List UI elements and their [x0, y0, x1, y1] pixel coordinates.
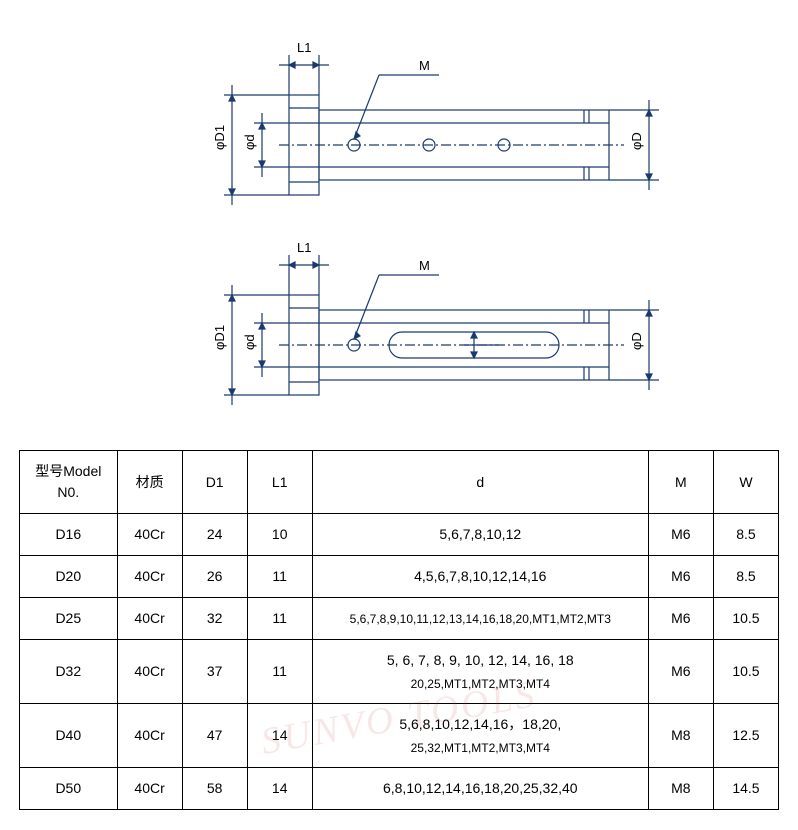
diagram-area: L1 M φD1 φd φD L1 M φD1 φd φD [0, 0, 798, 430]
page: L1 M φD1 φd φD L1 M φD1 φd φD 型号Model N0… [0, 0, 798, 810]
cell-L1: 11 [247, 556, 312, 598]
cell-model: D32 [20, 640, 118, 704]
cell-d: 4,5,6,7,8,10,12,14,16 [312, 556, 648, 598]
cell-L1: 10 [247, 514, 312, 556]
spec-table: 型号Model N0. 材质 D1 L1 d M W D1640Cr24105,… [19, 450, 779, 810]
cell-M: M6 [648, 640, 713, 704]
cell-mat: 40Cr [117, 514, 182, 556]
cell-D1: 32 [182, 598, 247, 640]
table-row: D5040Cr58146,8,10,12,14,16,18,20,25,32,4… [20, 768, 779, 810]
cell-model: D50 [20, 768, 118, 810]
label-phiD1-b: φD1 [212, 325, 227, 350]
cell-mat: 40Cr [117, 598, 182, 640]
label-M-b: M [419, 258, 430, 273]
cell-model: D20 [20, 556, 118, 598]
cell-D1: 26 [182, 556, 247, 598]
cell-M: M6 [648, 556, 713, 598]
cell-L1: 14 [247, 704, 312, 768]
cell-M: M8 [648, 768, 713, 810]
cell-mat: 40Cr [117, 556, 182, 598]
table-header-row: 型号Model N0. 材质 D1 L1 d M W [20, 451, 779, 514]
cell-W: 8.5 [713, 556, 778, 598]
cell-model: D40 [20, 704, 118, 768]
cell-mat: 40Cr [117, 704, 182, 768]
cell-L1: 11 [247, 598, 312, 640]
cell-M: M6 [648, 598, 713, 640]
label-phid-b: φd [242, 334, 257, 350]
cell-d: 5,6,7,8,9,10,11,12,13,14,16,18,20,MT1,MT… [312, 598, 648, 640]
cell-d: 6,8,10,12,14,16,18,20,25,32,40 [312, 768, 648, 810]
cell-W: 10.5 [713, 640, 778, 704]
table-row: D2540Cr32115,6,7,8,9,10,11,12,13,14,16,1… [20, 598, 779, 640]
label-phiD-b: φD [629, 332, 644, 350]
label-phiD1: φD1 [212, 125, 227, 150]
cell-W: 10.5 [713, 598, 778, 640]
cell-D1: 37 [182, 640, 247, 704]
cell-W: 8.5 [713, 514, 778, 556]
cell-M: M6 [648, 514, 713, 556]
cell-d: 5,6,7,8,10,12 [312, 514, 648, 556]
diagram-bottom: L1 M φD1 φd φD [79, 220, 719, 420]
cell-D1: 58 [182, 768, 247, 810]
diagram-top: L1 M φD1 φd φD [79, 20, 719, 220]
cell-W: 12.5 [713, 704, 778, 768]
label-M: M [419, 58, 430, 73]
cell-W: 14.5 [713, 768, 778, 810]
th-model: 型号Model N0. [20, 451, 118, 514]
table-row: D4040Cr47145,6,8,10,12,14,16，18,20,25,32… [20, 704, 779, 768]
cell-model: D16 [20, 514, 118, 556]
table-row: D1640Cr24105,6,7,8,10,12M68.5 [20, 514, 779, 556]
cell-mat: 40Cr [117, 640, 182, 704]
th-mat: 材质 [117, 451, 182, 514]
table-row: D2040Cr26114,5,6,7,8,10,12,14,16M68.5 [20, 556, 779, 598]
th-w: W [713, 451, 778, 514]
cell-L1: 14 [247, 768, 312, 810]
cell-D1: 47 [182, 704, 247, 768]
cell-D1: 24 [182, 514, 247, 556]
label-L1: L1 [297, 40, 311, 55]
cell-model: D25 [20, 598, 118, 640]
th-l1: L1 [247, 451, 312, 514]
th-d: d [312, 451, 648, 514]
label-phiD: φD [629, 132, 644, 150]
cell-mat: 40Cr [117, 768, 182, 810]
th-m: M [648, 451, 713, 514]
cell-M: M8 [648, 704, 713, 768]
cell-L1: 11 [247, 640, 312, 704]
cell-d: 5,6,8,10,12,14,16，18,20,25,32,MT1,MT2,MT… [312, 704, 648, 768]
label-L1-b: L1 [297, 240, 311, 255]
th-d1: D1 [182, 451, 247, 514]
label-phid: φd [242, 134, 257, 150]
cell-d: 5, 6, 7, 8, 9, 10, 12, 14, 16, 1820,25,M… [312, 640, 648, 704]
table-row: D3240Cr37115, 6, 7, 8, 9, 10, 12, 14, 16… [20, 640, 779, 704]
